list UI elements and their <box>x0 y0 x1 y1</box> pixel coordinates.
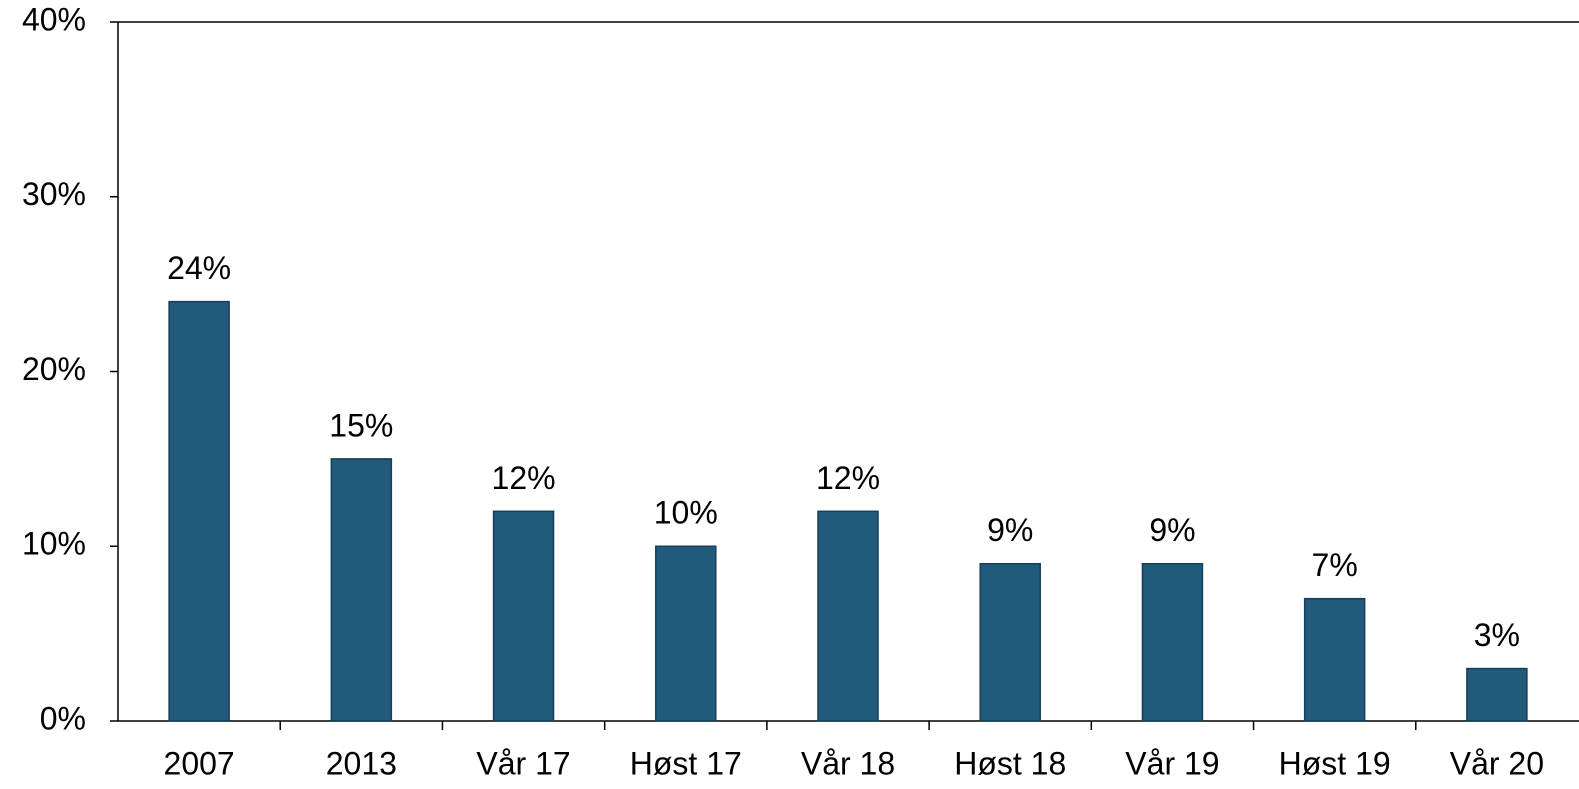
value-label: 3% <box>1474 617 1520 653</box>
value-label: 10% <box>654 495 718 531</box>
y-tick-label: 40% <box>22 1 86 37</box>
y-tick-label: 20% <box>22 351 86 387</box>
bar <box>979 562 1041 722</box>
value-label: 12% <box>816 460 880 496</box>
y-tick-label: 0% <box>40 700 86 736</box>
x-tick-label: Vår 20 <box>1450 745 1544 781</box>
x-tick-label: Høst 19 <box>1279 745 1391 781</box>
bar <box>655 545 717 722</box>
bar <box>1141 562 1204 722</box>
x-tick-label: Høst 17 <box>630 745 742 781</box>
y-tick-label: 30% <box>22 176 86 212</box>
bar <box>330 458 393 722</box>
value-label: 7% <box>1312 547 1358 583</box>
bar <box>1303 597 1366 722</box>
x-tick-label: Vår 17 <box>476 745 570 781</box>
x-tick-label: Vår 18 <box>801 745 895 781</box>
x-tick-label: 2007 <box>164 745 235 781</box>
value-label: 12% <box>492 460 556 496</box>
value-label: 15% <box>329 407 393 443</box>
x-tick-label: Høst 18 <box>954 745 1066 781</box>
bar <box>817 510 879 722</box>
y-tick-label: 10% <box>22 526 86 562</box>
value-label: 9% <box>1149 512 1195 548</box>
bar <box>168 300 230 722</box>
x-tick-label: 2013 <box>326 745 397 781</box>
value-label: 24% <box>167 250 231 286</box>
x-tick-label: Vår 19 <box>1125 745 1219 781</box>
bar <box>492 510 555 722</box>
value-label: 9% <box>987 512 1033 548</box>
bar <box>1466 667 1528 722</box>
